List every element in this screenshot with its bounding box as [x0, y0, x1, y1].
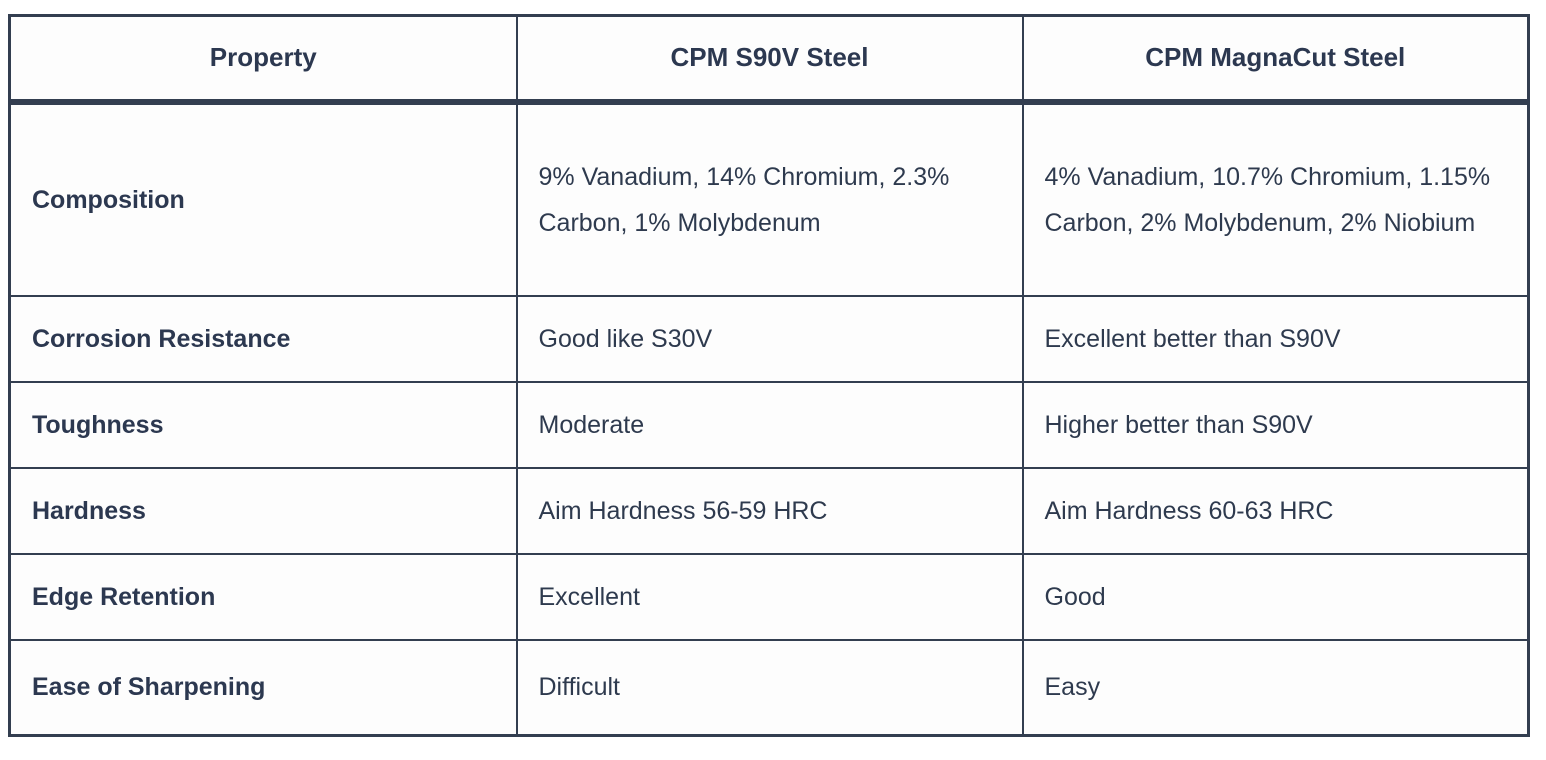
header-row: Property CPM S90V Steel CPM MagnaCut Ste…	[8, 14, 1530, 105]
column-header-s90v: CPM S90V Steel	[515, 14, 1024, 105]
cell-magnacut-value: Higher better than S90V	[1021, 380, 1530, 469]
cell-property: Composition	[8, 100, 518, 297]
cell-property: Edge Retention	[8, 552, 518, 641]
steel-comparison-table: Property CPM S90V Steel CPM MagnaCut Ste…	[8, 14, 1530, 737]
table-row-corrosion-resistance: Corrosion Resistance Good like S30V Exce…	[8, 294, 1530, 383]
cell-magnacut-value: Excellent better than S90V	[1021, 294, 1530, 383]
cell-property: Toughness	[8, 380, 518, 469]
cell-s90v-value: 9% Vanadium, 14% Chromium, 2.3% Carbon, …	[515, 100, 1024, 297]
cell-property: Hardness	[8, 466, 518, 555]
cell-magnacut-value: Good	[1021, 552, 1530, 641]
cell-property: Corrosion Resistance	[8, 294, 518, 383]
cell-s90v-value: Excellent	[515, 552, 1024, 641]
table-row-hardness: Hardness Aim Hardness 56-59 HRC Aim Hard…	[8, 466, 1530, 555]
cell-magnacut-value: 4% Vanadium, 10.7% Chromium, 1.15% Carbo…	[1021, 100, 1530, 297]
cell-s90v-value: Difficult	[515, 638, 1024, 737]
table-row-toughness: Toughness Moderate Higher better than S9…	[8, 380, 1530, 469]
cell-magnacut-value: Aim Hardness 60-63 HRC	[1021, 466, 1530, 555]
cell-s90v-value: Aim Hardness 56-59 HRC	[515, 466, 1024, 555]
table-row-ease-of-sharpening: Ease of Sharpening Difficult Easy	[8, 638, 1530, 737]
column-header-magnacut: CPM MagnaCut Steel	[1021, 14, 1530, 105]
cell-property: Ease of Sharpening	[8, 638, 518, 737]
cell-s90v-value: Good like S30V	[515, 294, 1024, 383]
table-row-edge-retention: Edge Retention Excellent Good	[8, 552, 1530, 641]
column-header-property: Property	[8, 14, 518, 105]
cell-magnacut-value: Easy	[1021, 638, 1530, 737]
cell-s90v-value: Moderate	[515, 380, 1024, 469]
table-row-composition: Composition 9% Vanadium, 14% Chromium, 2…	[8, 100, 1530, 297]
